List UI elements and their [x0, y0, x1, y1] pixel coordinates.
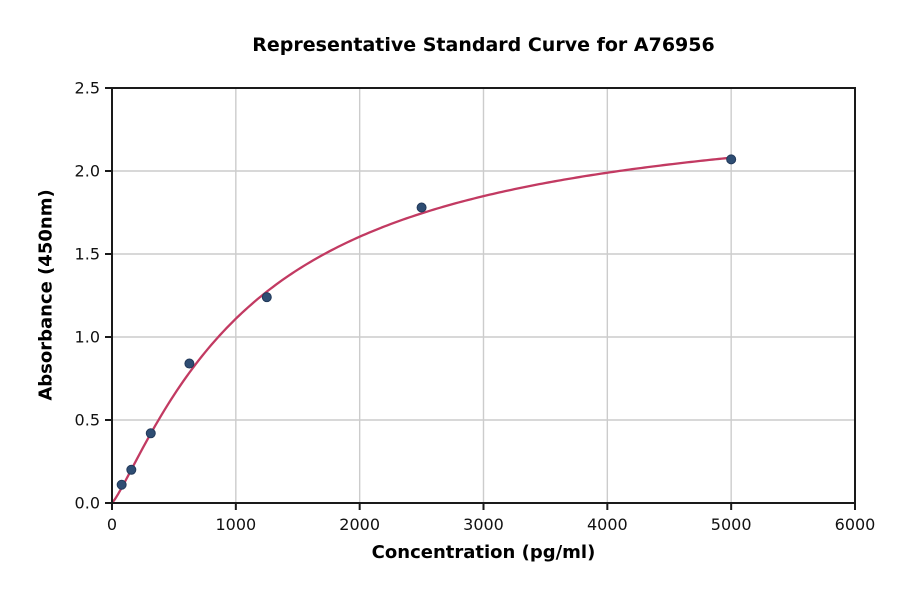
y-tick-label: 1.0	[75, 328, 100, 347]
y-tick-label: 2.5	[75, 79, 100, 98]
x-tick-label: 5000	[711, 515, 752, 534]
grid-layer	[112, 88, 855, 503]
y-tick-label: 2.0	[75, 162, 100, 181]
x-axis-label: Concentration (pg/ml)	[371, 542, 596, 563]
y-tick-label: 1.5	[75, 245, 100, 264]
x-tick-label: 4000	[587, 515, 628, 534]
data-point	[261, 292, 272, 303]
data-point	[726, 154, 737, 165]
fit-curve-line	[111, 156, 732, 504]
data-point	[126, 464, 137, 475]
x-tick-label: 6000	[835, 515, 876, 534]
x-tick-label: 3000	[463, 515, 504, 534]
x-tick-label: 2000	[339, 515, 380, 534]
data-point	[145, 428, 156, 439]
data-point	[416, 202, 427, 213]
tick-label-layer: 0 1000 2000 3000 4000 5000 6000 0.0 0.5 1.0 1.5 2.0…	[75, 79, 876, 535]
x-tick-label: 0	[107, 515, 117, 534]
y-tick-label: 0.0	[75, 494, 100, 513]
tick-layer	[105, 87, 856, 510]
y-axis-label: Absorbance (450nm)	[35, 189, 57, 401]
x-tick-label: 1000	[215, 515, 256, 534]
data-layer	[111, 154, 737, 504]
data-point	[184, 358, 195, 369]
y-tick-label: 0.5	[75, 411, 100, 430]
chart-title: Representative Standard Curve for A76956	[252, 34, 715, 56]
data-point	[116, 479, 127, 490]
